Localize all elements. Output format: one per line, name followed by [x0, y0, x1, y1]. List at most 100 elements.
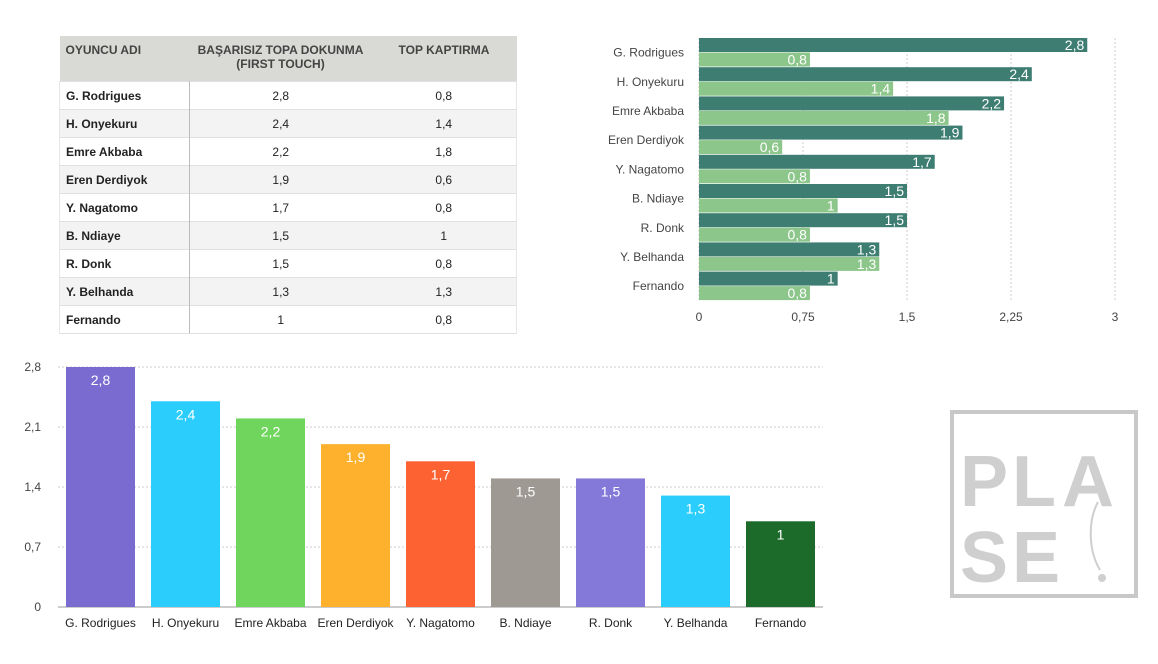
table-row: R. Donk 1,5 0,8 — [59, 249, 517, 278]
header-player-name: OYUNCU ADI — [59, 36, 190, 82]
first-touch-cell: 2,4 — [189, 109, 372, 138]
first-touch-cell: 2,2 — [189, 137, 372, 166]
category-label: G. Rodrigues — [613, 46, 684, 60]
first-touch-cell: 2,8 — [189, 81, 372, 110]
svg-text:S: S — [960, 518, 1008, 598]
category-label: B. Ndiaye — [632, 192, 684, 206]
data-label: 2,4 — [1009, 66, 1029, 82]
bar — [699, 169, 810, 184]
bar — [699, 271, 838, 286]
top-kaptirma-cell: 0,8 — [371, 193, 517, 222]
data-label: 1,8 — [926, 110, 946, 126]
data-label: 2,2 — [982, 95, 1002, 111]
bar — [699, 52, 810, 67]
top-kaptirma-cell: 1,4 — [371, 109, 517, 138]
data-label: 0,8 — [787, 227, 807, 243]
bar — [699, 140, 783, 155]
data-label: 2,8 — [91, 372, 111, 388]
data-label: 0,8 — [787, 285, 807, 301]
player-name-cell: G. Rodrigues — [59, 81, 190, 110]
category-label: Y. Nagatomo — [406, 616, 475, 630]
bar — [661, 495, 730, 607]
data-label: 1,5 — [516, 483, 536, 499]
data-label: 0,8 — [787, 168, 807, 184]
category-label: Eren Derdiyok — [608, 133, 685, 147]
table-row: Fernando 1 0,8 — [59, 305, 517, 334]
data-label: 0,8 — [787, 52, 807, 68]
first-touch-cell: 1,3 — [189, 277, 372, 306]
bar — [699, 286, 810, 301]
table-header-row: OYUNCU ADI BAŞARISIZ TOPA DOKUNMA (FIRST… — [59, 36, 517, 82]
data-label: 0,6 — [760, 139, 780, 155]
bar — [699, 154, 935, 169]
category-label: H. Onyekuru — [617, 75, 684, 89]
bar — [699, 125, 963, 140]
bar — [699, 256, 880, 271]
x-tick-label: 2,25 — [999, 310, 1023, 324]
vertical-bar-chart: 0 0,7 1,4 2,1 2,8 2,8 G. Rodrigues 2,4 H. Onyeku… — [24, 360, 823, 630]
data-label: 2,8 — [1065, 37, 1085, 53]
y-tick-label: 1,4 — [24, 480, 41, 494]
data-label: 1,3 — [686, 501, 706, 517]
bar — [699, 227, 810, 242]
x-tick-label: 0,75 — [791, 310, 815, 324]
svg-text:E: E — [1012, 518, 1060, 598]
player-name-cell: Y. Nagatomo — [59, 193, 190, 222]
table-row: Emre Akbaba 2,2 1,8 — [59, 137, 517, 166]
table-row: Y. Nagatomo 1,7 0,8 — [59, 193, 517, 222]
category-label: H. Onyekuru — [152, 616, 219, 630]
bar — [491, 478, 560, 607]
bar — [699, 110, 949, 125]
data-label: 2,2 — [261, 423, 281, 439]
first-touch-cell: 1,5 — [189, 221, 372, 250]
data-label: 1,3 — [857, 256, 877, 272]
table-body: G. Rodrigues 2,8 0,8 H. Onyekuru 2,4 1,4 Emre … — [59, 81, 517, 334]
bar — [699, 198, 838, 213]
table-row: B. Ndiaye 1,5 1 — [59, 221, 517, 250]
bar — [699, 184, 907, 198]
category-label: Y. Nagatomo — [616, 162, 685, 176]
bar — [699, 81, 894, 96]
category-label: R. Donk — [641, 221, 685, 235]
data-label: 1,7 — [912, 154, 932, 170]
y-tick-label: 2,1 — [24, 420, 41, 434]
data-label: 2,4 — [176, 406, 196, 422]
category-label: Y. Belhanda — [664, 616, 728, 630]
bar — [699, 213, 907, 228]
stats-table: OYUNCU ADI BAŞARISIZ TOPA DOKUNMA (FIRST… — [59, 36, 517, 334]
x-tick-label: 3 — [1112, 310, 1119, 324]
category-label: Fernando — [633, 279, 685, 293]
top-kaptirma-cell: 0,8 — [371, 249, 517, 278]
category-label: Y. Belhanda — [620, 250, 684, 264]
table-row: G. Rodrigues 2,8 0,8 — [59, 81, 517, 110]
x-tick-label: 0 — [696, 310, 703, 324]
bar — [151, 401, 220, 607]
first-touch-cell: 1,5 — [189, 249, 372, 278]
data-label: 1 — [777, 526, 785, 542]
header-top-kaptirma: TOP KAPTIRMA — [371, 36, 517, 82]
first-touch-cell: 1 — [189, 305, 372, 334]
svg-text:P: P — [960, 442, 1008, 522]
x-tick-label: 1,5 — [899, 310, 916, 324]
top-kaptirma-cell: 1,3 — [371, 277, 517, 306]
table-row: H. Onyekuru 2,4 1,4 — [59, 109, 517, 138]
data-label: 1,5 — [885, 183, 905, 199]
data-label: 1,4 — [871, 81, 891, 97]
category-label: Eren Derdiyok — [317, 616, 394, 630]
data-label: 1,9 — [940, 125, 960, 141]
bar — [321, 444, 390, 607]
bar — [236, 418, 305, 607]
y-tick-label: 0 — [34, 600, 41, 614]
bar — [746, 521, 815, 607]
category-label: Emre Akbaba — [234, 616, 306, 630]
bar — [576, 478, 645, 607]
top-kaptirma-cell: 0,8 — [371, 305, 517, 334]
first-touch-cell: 1,9 — [189, 165, 372, 194]
bar — [699, 242, 880, 257]
data-label: 1 — [827, 271, 835, 287]
data-label: 1,5 — [601, 483, 621, 499]
bar — [699, 67, 1032, 82]
category-label: G. Rodrigues — [65, 616, 136, 630]
top-kaptirma-cell: 1 — [371, 221, 517, 250]
table-row: Y. Belhanda 1,3 1,3 — [59, 277, 517, 306]
